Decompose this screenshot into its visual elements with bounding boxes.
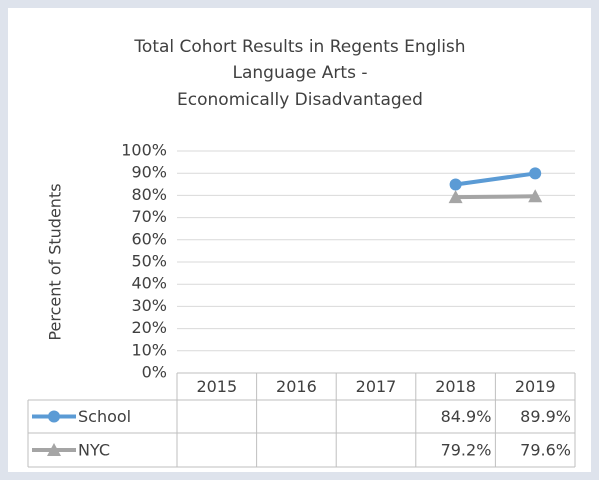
y-tick-label: 100% [121, 141, 167, 160]
series-line [453, 171, 538, 187]
x-tick-label: 2018 [435, 377, 476, 396]
y-tick-label: 20% [131, 318, 167, 337]
legend-marker [47, 443, 61, 456]
x-tick-label: 2016 [276, 377, 317, 396]
chart-title: Economically Disadvantaged [177, 90, 423, 110]
data-label: 79.2% [441, 441, 492, 460]
point [449, 178, 462, 191]
data-label: 84.9% [441, 407, 492, 426]
data-label: 89.9% [520, 407, 571, 426]
x-tick-label: 2017 [356, 377, 397, 396]
legend-label: School [78, 407, 131, 426]
y-axis-label: Percent of Students [46, 183, 65, 340]
y-tick-label: 80% [131, 185, 167, 204]
y-tick-label: 0% [142, 363, 167, 382]
chart-title: Total Cohort Results in Regents English [133, 37, 465, 57]
series-line [453, 194, 538, 200]
y-tick-label: 30% [131, 296, 167, 315]
y-tick-label: 40% [131, 274, 167, 293]
y-tick-label: 10% [131, 340, 167, 359]
legend-marker [48, 410, 60, 423]
y-tick-label: 60% [131, 229, 167, 248]
y-tick-label: 70% [131, 207, 167, 226]
point [529, 167, 542, 180]
point [528, 189, 543, 203]
y-tick-label: 50% [131, 252, 167, 271]
point [448, 190, 463, 204]
y-tick-label: 90% [131, 163, 167, 182]
data-label: 79.6% [520, 441, 571, 460]
x-tick-label: 2015 [196, 377, 237, 396]
x-tick-label: 2019 [515, 377, 556, 396]
chart-title: Language Arts - [233, 63, 368, 83]
legend-label: NYC [78, 441, 110, 460]
